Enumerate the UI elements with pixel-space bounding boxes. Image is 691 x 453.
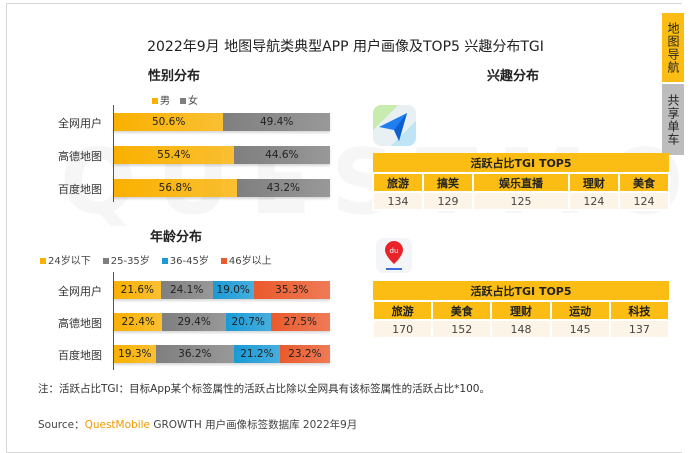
bar-segment: 56.8% <box>114 179 237 197</box>
bar-segment: 24.1% <box>160 281 213 299</box>
bar-segment: 43.2% <box>236 179 330 197</box>
tgi-value: 152 <box>431 320 493 339</box>
legend-label: 36-45岁 <box>169 256 209 267</box>
column-header: 理财 <box>490 300 552 321</box>
legend-item: 25-35岁 <box>102 252 150 267</box>
legend-swatch <box>180 98 186 104</box>
bar-segment: 20.7% <box>225 313 271 331</box>
age-axis <box>113 272 114 370</box>
tgi-value: 125 <box>472 192 570 211</box>
bar-segment: 22.4% <box>114 313 163 331</box>
legend-label: 男 <box>160 96 170 107</box>
bar-segment: 27.5% <box>270 313 330 331</box>
bar-segment: 23.2% <box>279 345 330 363</box>
category-label: 全网用户 <box>58 285 102 298</box>
tgi-value: 170 <box>371 320 434 339</box>
column-header: 娱乐直播 <box>472 172 570 193</box>
stacked-bar: 50.6% 49.4% <box>114 113 330 131</box>
legend-item: 36-45岁 <box>161 252 209 267</box>
bar-segment: 50.6% <box>114 113 224 131</box>
page-title: 2022年9月 地图导航类典型APP 用户画像及TOP5 兴趣分布TGI <box>147 39 544 55</box>
bar-segment: 29.4% <box>162 313 226 331</box>
column-header: 运动 <box>549 300 611 321</box>
bar-segment: 55.4% <box>114 146 234 164</box>
tgi-value: 148 <box>490 320 552 339</box>
bar-segment: 36.2% <box>155 345 234 363</box>
baidu-icon-text: du <box>390 247 399 255</box>
column-header: 美食 <box>431 300 493 321</box>
legend-item: 男 <box>152 92 170 107</box>
source-prefix: Source： <box>38 419 85 431</box>
stacked-bar: 56.8% 43.2% <box>114 179 330 197</box>
legend-label: 25-35岁 <box>110 256 150 267</box>
column-header: 美食 <box>617 172 671 193</box>
tgi-value: 124 <box>617 192 671 211</box>
column-header: 旅游 <box>371 172 425 193</box>
baidu-map-app-icon: du <box>376 238 412 273</box>
legend-label: 24岁以下 <box>48 256 91 267</box>
legend-swatch <box>161 258 168 264</box>
stacked-bar: 22.4% 29.4% 20.7% 27.5% <box>114 313 330 331</box>
gender-axis <box>113 105 114 202</box>
source-brand: QuestMobile <box>84 419 150 431</box>
category-label: 百度地图 <box>58 349 102 362</box>
side-tab-map-navigation[interactable]: 地图导航 <box>662 13 684 82</box>
bar-segment: 21.6% <box>114 281 161 299</box>
column-header: 理财 <box>567 172 620 193</box>
source-line: Source：QuestMobile GROWTH 用户画像标签数据库 2022… <box>38 417 357 432</box>
side-tab-bike-sharing[interactable]: 共享单车 <box>662 84 684 155</box>
gender-chart-title: 性别分布 <box>148 69 201 84</box>
legend-item: 24岁以下 <box>40 252 91 267</box>
legend-swatch <box>152 98 158 104</box>
legend-swatch <box>102 258 109 264</box>
age-legend: 24岁以下 25-35岁 36-45岁 46岁以上 <box>40 252 272 267</box>
gender-legend: 男女 <box>152 92 198 107</box>
tgi-value: 129 <box>422 192 475 211</box>
legend-swatch <box>220 258 227 264</box>
age-chart-title: 年龄分布 <box>150 230 203 245</box>
interest-title: 兴趣分布 <box>487 69 540 84</box>
category-label: 全网用户 <box>58 117 102 130</box>
legend-label: 女 <box>188 96 198 107</box>
tgi-value: 145 <box>549 320 611 339</box>
legend-swatch <box>40 258 46 264</box>
gaode-map-app-icon <box>373 105 416 146</box>
stacked-bar: 55.4% 44.6% <box>114 146 330 164</box>
category-label: 高德地图 <box>58 150 102 163</box>
category-label: 百度地图 <box>58 183 102 196</box>
bar-segment: 21.2% <box>233 345 280 363</box>
legend-item: 46岁以上 <box>220 252 272 267</box>
stacked-bar: 21.6% 24.1% 19.0% 35.3% <box>114 281 330 299</box>
stacked-bar: 19.3% 36.2% 21.2% 23.2% <box>114 345 330 363</box>
tgi-value: 134 <box>371 192 425 211</box>
column-header: 旅游 <box>371 300 434 321</box>
legend-item: 女 <box>180 92 198 107</box>
category-label: 高德地图 <box>58 317 102 330</box>
tgi-value: 124 <box>567 192 620 211</box>
source-rest: GROWTH 用户画像标签数据库 2022年9月 <box>150 419 358 431</box>
column-header: 搞笑 <box>422 172 475 193</box>
gaode-tgi-table: 活跃占比TGI TOP5 旅游 搞笑 娱乐直播 理财 美食 134 129 125 124 124 <box>371 153 671 211</box>
table-header: 活跃占比TGI TOP5 <box>373 281 669 301</box>
bar-segment: 19.3% <box>114 345 156 363</box>
bar-segment: 19.0% <box>212 281 254 299</box>
bar-segment: 49.4% <box>223 113 330 131</box>
table-header: 活跃占比TGI TOP5 <box>373 153 669 173</box>
legend-label: 46岁以上 <box>228 256 272 267</box>
bar-segment: 35.3% <box>253 281 330 299</box>
baidu-tgi-table: 活跃占比TGI TOP5 旅游 美食 理财 运动 科技 170 152 148 145 137 <box>371 281 671 339</box>
footnote: 注：活跃占比TGI：目标App某个标签属性的活跃占比除以全网具有该标签属性的活跃… <box>38 383 490 395</box>
bar-segment: 44.6% <box>233 146 330 164</box>
column-header: 科技 <box>608 300 671 321</box>
tgi-value: 137 <box>608 320 671 339</box>
